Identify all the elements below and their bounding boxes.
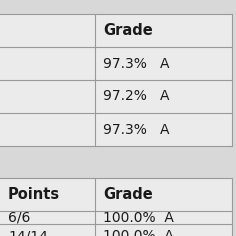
- Text: Points: Points: [8, 187, 60, 202]
- Text: 97.3%   A: 97.3% A: [103, 56, 169, 71]
- Bar: [0, 178, 232, 236]
- Text: 97.2%   A: 97.2% A: [103, 89, 169, 104]
- Text: Grade: Grade: [103, 23, 153, 38]
- Text: 14/14: 14/14: [8, 229, 48, 236]
- Text: 6/6: 6/6: [8, 211, 30, 224]
- Text: 100.0%  A: 100.0% A: [103, 229, 174, 236]
- Text: 97.3%   A: 97.3% A: [103, 122, 169, 136]
- Text: Grade: Grade: [103, 187, 153, 202]
- Bar: [0, 14, 232, 146]
- Text: 100.0%  A: 100.0% A: [103, 211, 174, 224]
